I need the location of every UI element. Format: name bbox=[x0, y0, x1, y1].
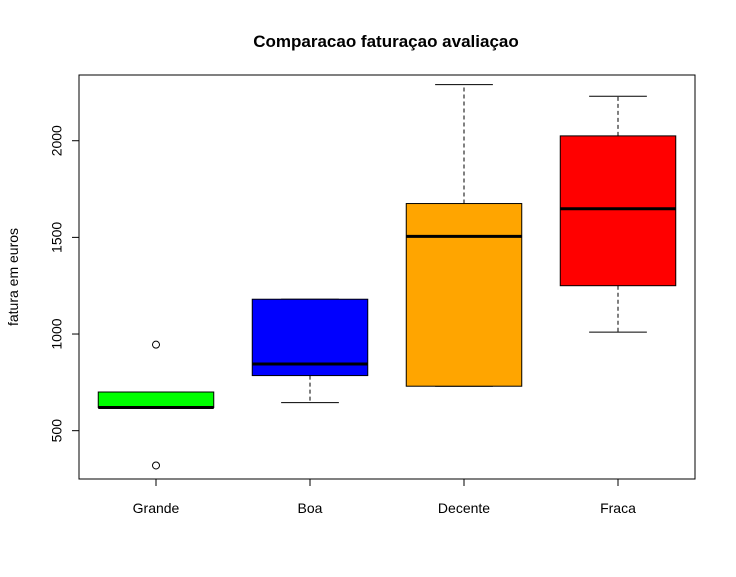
x-tick-label: Decente bbox=[438, 500, 490, 516]
x-tick-label: Fraca bbox=[600, 500, 636, 516]
iqr-box bbox=[405, 203, 523, 387]
box-boa bbox=[251, 298, 369, 404]
x-axis: Grande Boa Decente Fraca bbox=[133, 478, 636, 516]
outlier-point bbox=[152, 461, 160, 470]
box-fraca bbox=[559, 95, 677, 333]
y-tick-label: 1500 bbox=[49, 222, 65, 253]
outlier-point bbox=[152, 340, 160, 349]
y-tick-label: 1000 bbox=[49, 318, 65, 349]
x-tick-label: Grande bbox=[133, 500, 180, 516]
iqr-box bbox=[97, 391, 215, 408]
y-tick-label: 2000 bbox=[49, 125, 65, 156]
box-grande bbox=[97, 340, 215, 470]
iqr-box bbox=[559, 135, 677, 287]
chart-title: Comparacao faturaçao avaliaçao bbox=[253, 32, 519, 51]
y-axis-label: fatura em euros bbox=[5, 228, 21, 326]
boxes-group bbox=[97, 84, 677, 470]
y-axis: 500 1000 1500 2000 bbox=[49, 125, 80, 443]
box-decente bbox=[405, 84, 523, 387]
x-tick-label: Boa bbox=[298, 500, 323, 516]
y-tick-label: 500 bbox=[49, 419, 65, 443]
